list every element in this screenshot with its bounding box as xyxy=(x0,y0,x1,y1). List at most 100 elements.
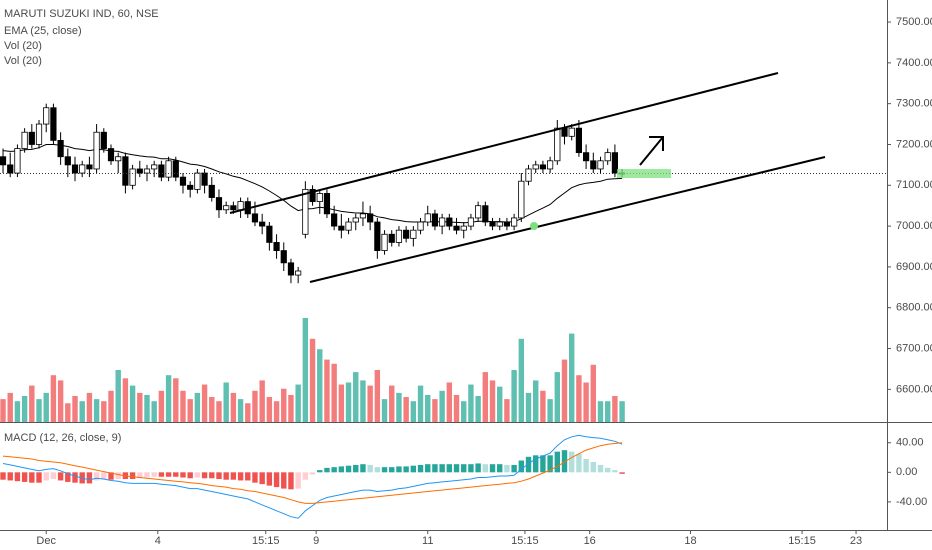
macd-histogram-bar xyxy=(561,450,568,473)
macd-histogram-bar xyxy=(252,472,258,483)
volume-bar xyxy=(367,385,373,422)
candle-body xyxy=(223,205,230,211)
volume-bar xyxy=(65,403,71,422)
candle-body xyxy=(547,160,554,170)
signal-line xyxy=(2,442,623,504)
candle-body xyxy=(604,152,611,162)
x-tick-label: 15:15 xyxy=(788,535,816,547)
y-tick-label: 7200.00 xyxy=(896,138,932,150)
volume-bar xyxy=(425,394,431,422)
x-tick-label: 16 xyxy=(584,535,596,547)
volume-bar xyxy=(533,380,539,422)
chart-title: MARUTI SUZUKI IND, 60, NSE xyxy=(4,8,159,20)
volume-bar xyxy=(345,382,352,422)
volume-bar xyxy=(597,401,604,422)
volume-bar xyxy=(497,386,503,422)
candle-body xyxy=(381,233,388,251)
macd-histogram-bar xyxy=(201,472,208,479)
macd-histogram-bar xyxy=(7,472,13,481)
candle-body xyxy=(511,217,518,227)
macd-histogram-bar xyxy=(482,464,489,473)
volume-bar xyxy=(353,372,359,422)
volume-bar xyxy=(569,333,575,422)
macd-title: MACD (12, 26, close, 9) xyxy=(4,432,121,444)
candle-body xyxy=(302,188,309,235)
macd-histogram-bar xyxy=(245,472,251,481)
volume-bar xyxy=(475,396,481,422)
y-tick-label: 7300.00 xyxy=(896,98,932,110)
volume-bar xyxy=(173,378,179,422)
volume-bar xyxy=(0,399,6,422)
volume-bar xyxy=(504,399,510,422)
macd-histogram-bar xyxy=(612,470,618,473)
volume-bar xyxy=(561,359,568,422)
volume-bar xyxy=(223,382,229,422)
candle-body xyxy=(230,205,237,211)
candle-body xyxy=(410,229,417,239)
volume-bar xyxy=(446,382,453,422)
macd-histogram-bar xyxy=(504,464,510,473)
macd-histogram-bar xyxy=(439,464,445,473)
macd-histogram-bar xyxy=(137,472,143,479)
candle-body xyxy=(251,213,259,223)
volume-bar xyxy=(281,388,287,422)
volume-bar xyxy=(590,364,597,422)
macd-histogram-bar xyxy=(468,464,474,473)
zone-highlight xyxy=(617,169,671,178)
macd-histogram-bar xyxy=(216,472,222,479)
candle-body xyxy=(28,131,35,145)
volume-bar xyxy=(209,397,215,422)
volume-bar xyxy=(43,392,49,422)
y-tick-label: 6800.00 xyxy=(896,302,932,314)
volume-bar xyxy=(525,392,532,422)
candle-body xyxy=(561,127,568,137)
macd-histogram-bar xyxy=(554,451,561,473)
macd-histogram-bar xyxy=(540,455,546,473)
candle-body xyxy=(172,160,179,178)
volume-bar xyxy=(230,392,237,422)
candle-body xyxy=(266,225,273,243)
volume-bar xyxy=(374,370,381,422)
macd-histogram-bar xyxy=(396,466,402,473)
candle-body xyxy=(345,221,352,231)
channel-lower xyxy=(309,156,826,283)
macd-histogram-bar xyxy=(590,461,597,473)
macd-histogram-bar xyxy=(317,470,323,473)
volume-bar xyxy=(79,401,85,422)
candle-body xyxy=(597,160,604,170)
macd-histogram-bar xyxy=(187,472,193,479)
volume-bar xyxy=(7,392,13,422)
volume-bar xyxy=(86,392,93,422)
volume-bar xyxy=(410,401,417,422)
y-tick-label: 7400.00 xyxy=(896,57,932,69)
candle-body xyxy=(93,131,100,170)
candle-body xyxy=(453,225,460,231)
macd-histogram-bar xyxy=(360,464,366,473)
macd-histogram-bar xyxy=(129,472,136,479)
volume-bar xyxy=(518,338,525,422)
candle-body xyxy=(64,156,71,166)
volume-bar xyxy=(554,372,561,422)
macd-histogram-bar xyxy=(338,466,345,473)
volume-bar xyxy=(489,380,496,422)
y-tick-label: 7100.00 xyxy=(896,179,932,191)
macd-histogram-bar xyxy=(101,472,107,480)
macd-histogram-bar xyxy=(295,472,301,489)
macd-histogram-bar xyxy=(21,472,28,482)
candle-body xyxy=(583,152,590,162)
macd-histogram-bar xyxy=(180,472,186,478)
macd-histogram-bar xyxy=(158,472,165,477)
macd-histogram-bar xyxy=(533,455,539,473)
volume-bar xyxy=(432,399,438,422)
macd-histogram-bar xyxy=(65,472,71,482)
candle-body xyxy=(395,229,403,243)
macd-histogram-bar xyxy=(497,464,503,473)
candle-body xyxy=(431,213,439,227)
volume-bar xyxy=(453,394,460,422)
candle-body xyxy=(71,164,79,174)
volume-bar xyxy=(122,378,129,422)
candle-body xyxy=(554,127,561,162)
macd-histogram-bar xyxy=(230,472,237,480)
candle-body xyxy=(323,193,331,215)
volume-bar xyxy=(461,401,467,422)
